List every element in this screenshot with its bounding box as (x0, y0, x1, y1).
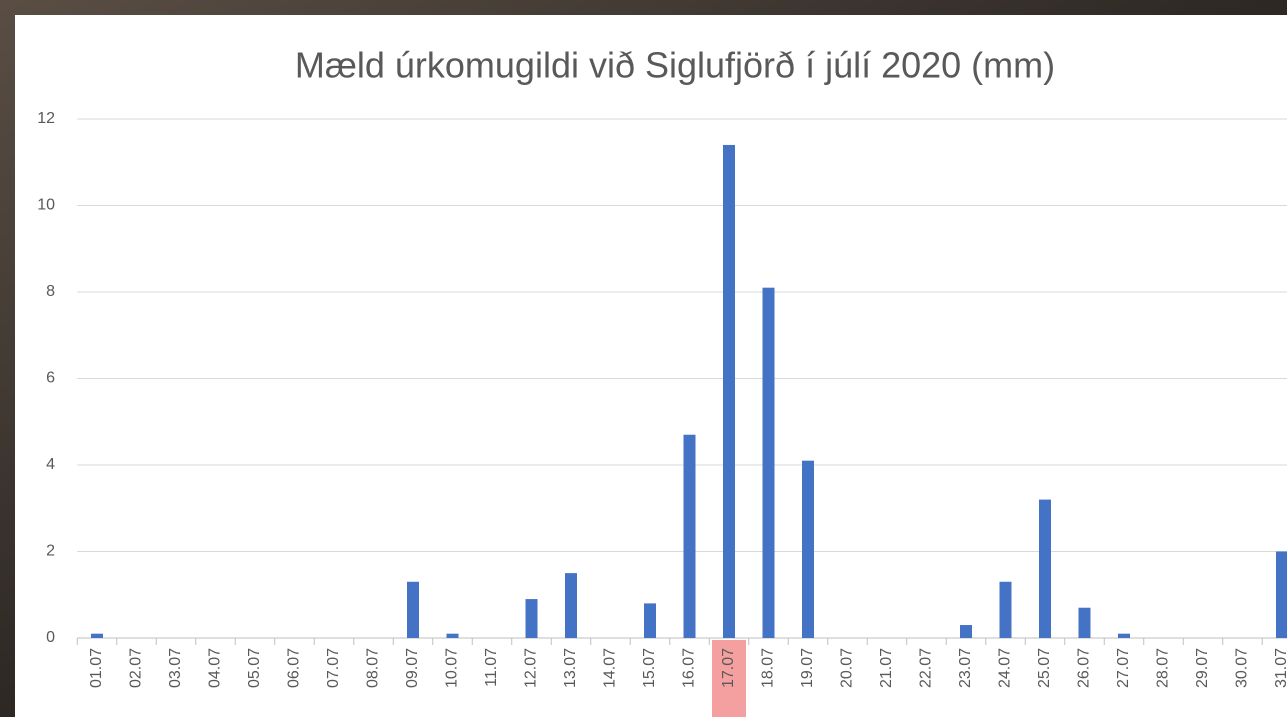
x-tick-label: 25.07 (1036, 648, 1053, 688)
y-tick-label: 10 (37, 197, 55, 214)
bar (565, 573, 577, 638)
x-tick-label: 12.07 (523, 648, 540, 688)
bar (1276, 551, 1287, 638)
x-tick-label: 09.07 (404, 648, 421, 688)
x-tick-label: 31.07 (1273, 648, 1287, 688)
x-tick-label: 14.07 (602, 648, 619, 688)
x-tick-label: 11.07 (483, 648, 500, 687)
x-tick-label: 01.07 (88, 648, 105, 688)
bar (960, 625, 972, 638)
bar (723, 144, 735, 638)
x-tick-label: 21.07 (878, 648, 895, 688)
x-tick-label: 19.07 (799, 648, 816, 688)
x-tick-label: 29.07 (1194, 648, 1211, 688)
bar (802, 460, 814, 638)
x-tick-label: 03.07 (167, 648, 184, 688)
x-tick-label: 05.07 (246, 648, 263, 688)
highlight (712, 640, 746, 717)
bar (446, 633, 459, 638)
chart-title: Mæld úrkomugildi við Siglufjörð í júlí 2… (295, 45, 1055, 86)
x-tick-label: 07.07 (325, 648, 342, 688)
y-tick-label: 8 (46, 283, 55, 300)
x-tick-label: 06.07 (286, 648, 303, 688)
x-tick-label: 22.07 (918, 648, 935, 688)
chart-panel (15, 15, 1287, 717)
bar (1118, 633, 1130, 638)
x-tick-label: 30.07 (1234, 648, 1251, 688)
x-tick-label: 17.07 (720, 648, 737, 688)
y-tick-label: 2 (46, 543, 55, 560)
y-tick-label: 12 (37, 110, 55, 127)
x-tick-label: 02.07 (128, 648, 145, 688)
bar (525, 599, 538, 638)
bar (407, 581, 419, 638)
x-tick-label: 27.07 (1115, 648, 1132, 688)
x-tick-label: 20.07 (839, 648, 856, 688)
bar (91, 633, 103, 638)
x-tick-label: 18.07 (760, 648, 777, 688)
x-tick-label: 16.07 (681, 648, 698, 688)
x-tick-label: 28.07 (1155, 648, 1172, 688)
x-tick-label: 24.07 (997, 648, 1014, 688)
x-tick-label: 13.07 (562, 648, 579, 688)
x-tick-label: 04.07 (207, 648, 224, 688)
x-tick-label: 08.07 (365, 648, 382, 688)
bar (644, 603, 656, 638)
bar (1078, 607, 1091, 638)
bar (762, 287, 775, 638)
bar (999, 581, 1012, 638)
x-tick-label: 23.07 (957, 648, 974, 688)
bar (683, 434, 696, 638)
y-tick-label: 6 (46, 370, 55, 387)
x-tick-label: 26.07 (1076, 648, 1093, 688)
y-tick-label: 4 (46, 456, 55, 473)
x-tick-label: 15.07 (641, 648, 658, 688)
x-tick-label: 10.07 (444, 648, 461, 688)
y-tick-label: 0 (46, 629, 55, 646)
bar (1039, 499, 1051, 638)
